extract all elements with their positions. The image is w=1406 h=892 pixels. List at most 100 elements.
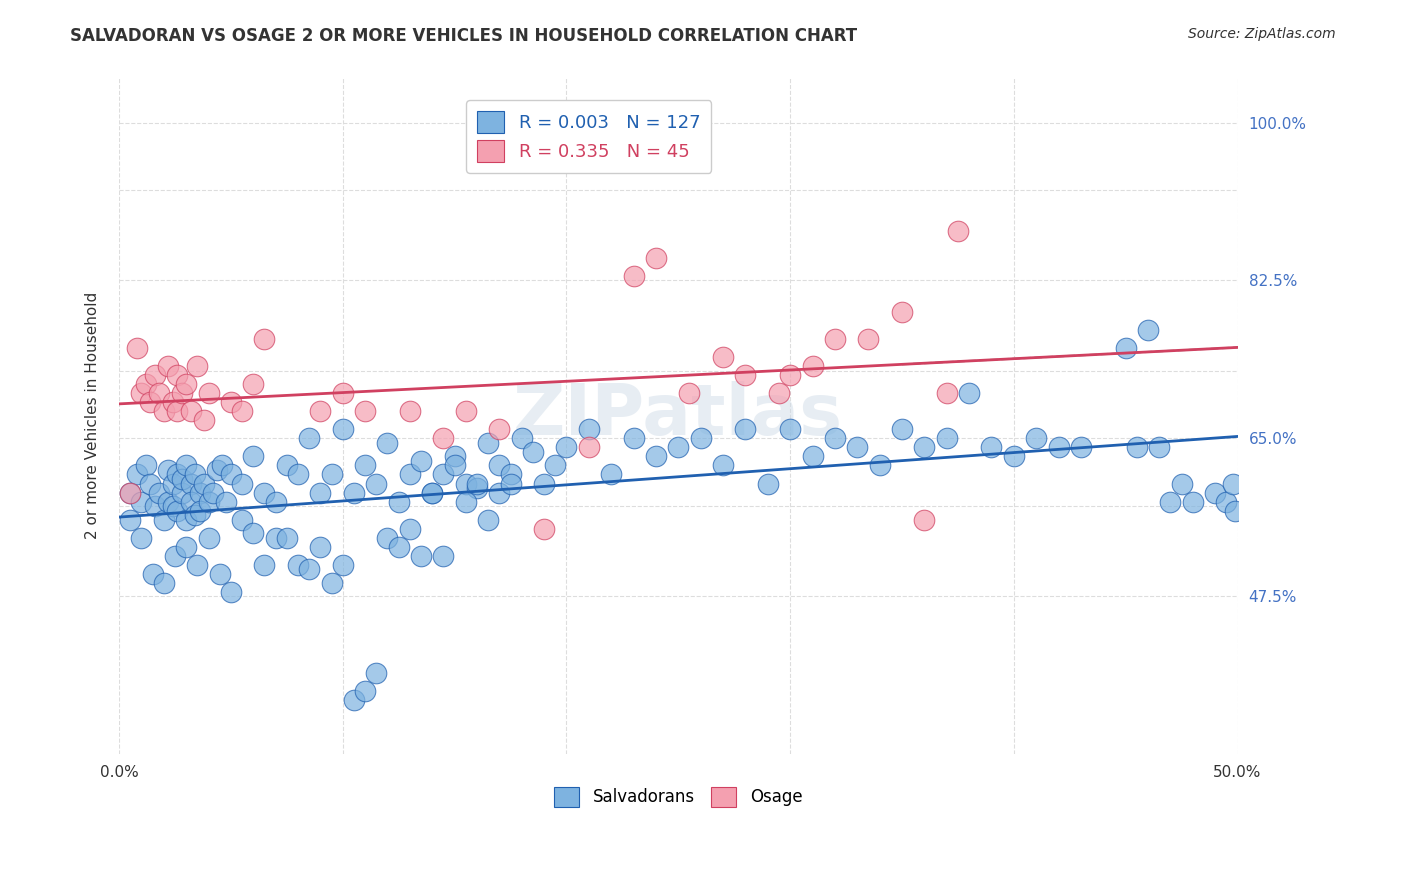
Point bbox=[801, 359, 824, 374]
Point bbox=[980, 441, 1002, 455]
Point bbox=[332, 558, 354, 572]
Point bbox=[253, 485, 276, 500]
Point bbox=[409, 549, 432, 563]
Point bbox=[231, 513, 253, 527]
Point bbox=[166, 467, 188, 482]
Point bbox=[399, 404, 422, 418]
Point bbox=[1204, 485, 1226, 500]
Point bbox=[343, 693, 366, 707]
Point bbox=[477, 436, 499, 450]
Point bbox=[174, 540, 197, 554]
Point bbox=[276, 458, 298, 473]
Point bbox=[135, 377, 157, 392]
Point bbox=[477, 513, 499, 527]
Point bbox=[779, 422, 801, 436]
Point bbox=[454, 476, 477, 491]
Point bbox=[555, 441, 578, 455]
Point bbox=[354, 684, 377, 698]
Point bbox=[1225, 503, 1247, 517]
Point bbox=[197, 531, 219, 545]
Point bbox=[242, 377, 264, 392]
Point bbox=[734, 368, 756, 383]
Point bbox=[186, 558, 208, 572]
Point bbox=[409, 454, 432, 468]
Point bbox=[935, 386, 957, 401]
Point bbox=[1047, 441, 1070, 455]
Point bbox=[120, 513, 142, 527]
Point bbox=[152, 404, 174, 418]
Point bbox=[488, 458, 510, 473]
Point bbox=[142, 566, 165, 581]
Point bbox=[399, 467, 422, 482]
Point bbox=[912, 441, 935, 455]
Point bbox=[157, 359, 180, 374]
Point bbox=[734, 422, 756, 436]
Point bbox=[678, 386, 700, 401]
Point bbox=[388, 494, 411, 508]
Point bbox=[219, 395, 242, 409]
Point bbox=[253, 558, 276, 572]
Point bbox=[242, 450, 264, 464]
Point bbox=[946, 224, 969, 238]
Point bbox=[756, 476, 779, 491]
Point bbox=[298, 431, 321, 445]
Point bbox=[645, 450, 668, 464]
Point bbox=[197, 494, 219, 508]
Point bbox=[332, 386, 354, 401]
Point bbox=[148, 386, 170, 401]
Point bbox=[689, 431, 711, 445]
Point bbox=[343, 485, 366, 500]
Point bbox=[388, 540, 411, 554]
Point bbox=[166, 404, 188, 418]
Point bbox=[264, 531, 287, 545]
Point bbox=[231, 476, 253, 491]
Point bbox=[201, 485, 224, 500]
Point bbox=[242, 526, 264, 541]
Point bbox=[120, 485, 142, 500]
Point bbox=[666, 441, 689, 455]
Point bbox=[170, 472, 193, 486]
Point bbox=[309, 540, 332, 554]
Point bbox=[131, 386, 153, 401]
Point bbox=[544, 458, 567, 473]
Point bbox=[869, 458, 891, 473]
Point bbox=[578, 441, 600, 455]
Point bbox=[1070, 441, 1092, 455]
Point bbox=[276, 531, 298, 545]
Point bbox=[125, 341, 148, 355]
Point bbox=[578, 422, 600, 436]
Point bbox=[510, 431, 533, 445]
Point bbox=[125, 467, 148, 482]
Point bbox=[143, 499, 166, 513]
Point bbox=[912, 513, 935, 527]
Point bbox=[779, 368, 801, 383]
Point bbox=[499, 467, 522, 482]
Point bbox=[157, 463, 180, 477]
Point bbox=[321, 575, 343, 590]
Point bbox=[935, 431, 957, 445]
Point bbox=[623, 268, 645, 283]
Point bbox=[162, 499, 184, 513]
Point bbox=[180, 476, 202, 491]
Point bbox=[208, 566, 231, 581]
Point bbox=[1170, 476, 1192, 491]
Point bbox=[152, 513, 174, 527]
Point bbox=[443, 458, 465, 473]
Point bbox=[488, 422, 510, 436]
Point bbox=[174, 513, 197, 527]
Point bbox=[180, 404, 202, 418]
Point bbox=[131, 494, 153, 508]
Point bbox=[768, 386, 790, 401]
Point bbox=[188, 503, 211, 517]
Point bbox=[1222, 476, 1244, 491]
Point bbox=[801, 450, 824, 464]
Point bbox=[166, 368, 188, 383]
Point bbox=[1147, 441, 1170, 455]
Point bbox=[211, 458, 233, 473]
Point bbox=[420, 485, 443, 500]
Point bbox=[188, 485, 211, 500]
Point bbox=[1025, 431, 1047, 445]
Text: ZIPatlas: ZIPatlas bbox=[513, 381, 844, 450]
Point bbox=[184, 467, 207, 482]
Point bbox=[533, 522, 555, 536]
